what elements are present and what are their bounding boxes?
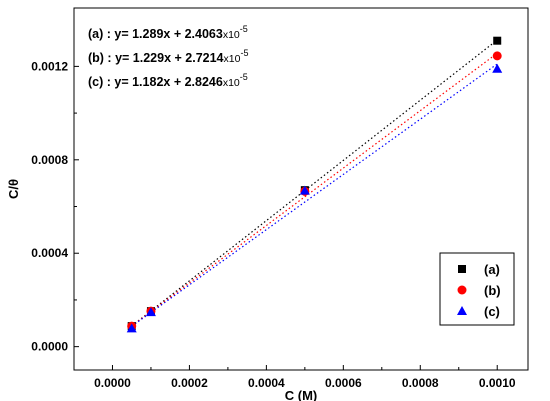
legend-marker <box>457 285 467 295</box>
fit-equations: (a) : y= 1.289x + 2.4063x10-5(b) : y= 1.… <box>88 24 248 89</box>
legend-label: (c) <box>484 304 500 319</box>
y-axis: 0.0000 0.0004 0.0008 0.0012 <box>31 59 79 354</box>
x-tick-label: 0.0000 <box>94 376 131 390</box>
y-axis-title: C/θ <box>6 179 21 199</box>
fit-equation: (c) : y= 1.182x + 2.8246x10-5 <box>88 72 248 89</box>
x-tick-label: 0.0008 <box>402 376 439 390</box>
legend-label: (b) <box>484 283 501 298</box>
x-tick-label: 0.0004 <box>248 376 285 390</box>
y-tick-label: 0.0000 <box>31 340 68 354</box>
fit-equation: (a) : y= 1.289x + 2.4063x10-5 <box>88 24 248 41</box>
data-point <box>493 36 502 45</box>
fit-equation-exponent: -5 <box>240 48 248 58</box>
x-axis: 0.0000 0.0002 0.0004 0.0006 0.0008 0.0010 <box>94 365 516 390</box>
legend-marker <box>458 265 466 273</box>
x-tick-label: 0.0002 <box>171 376 208 390</box>
legend-box <box>439 252 515 326</box>
fit-equation-main: (a) : y= 1.289x + 2.4063 <box>88 27 223 41</box>
data-point <box>126 323 137 333</box>
y-tick-label: 0.0012 <box>31 59 68 73</box>
data-point <box>492 63 503 73</box>
data-markers <box>126 36 503 333</box>
fit-equation-times: x10 <box>224 53 241 65</box>
fit-equation: (b) : y= 1.229x + 2.7214x10-5 <box>88 48 248 65</box>
fit-line <box>131 63 498 327</box>
x-axis-title: C (M) <box>285 388 318 401</box>
fit-line <box>131 39 498 327</box>
y-tick-label: 0.0008 <box>31 153 68 167</box>
data-point <box>492 51 502 61</box>
x-tick-label: 0.0010 <box>479 376 516 390</box>
fit-equation-exponent: -5 <box>240 72 248 82</box>
data-point <box>145 307 156 317</box>
y-tick-label: 0.0004 <box>31 246 68 260</box>
legend-label: (a) <box>484 262 500 277</box>
legend-marker <box>457 306 467 315</box>
fit-equation-exponent: -5 <box>240 24 248 34</box>
fit-equation-main: (c) : y= 1.182x + 2.8246 <box>88 75 223 89</box>
fit-lines <box>131 39 498 327</box>
plot-frame <box>73 7 529 371</box>
fit-line <box>131 52 498 327</box>
fit-equation-times: x10 <box>223 77 240 89</box>
fit-equation-main: (b) : y= 1.229x + 2.7214 <box>88 51 224 65</box>
x-tick-label: 0.0006 <box>325 376 362 390</box>
data-point <box>299 185 310 195</box>
legend: (a) (b) (c) <box>439 252 515 326</box>
fit-equation-times: x10 <box>223 29 240 41</box>
